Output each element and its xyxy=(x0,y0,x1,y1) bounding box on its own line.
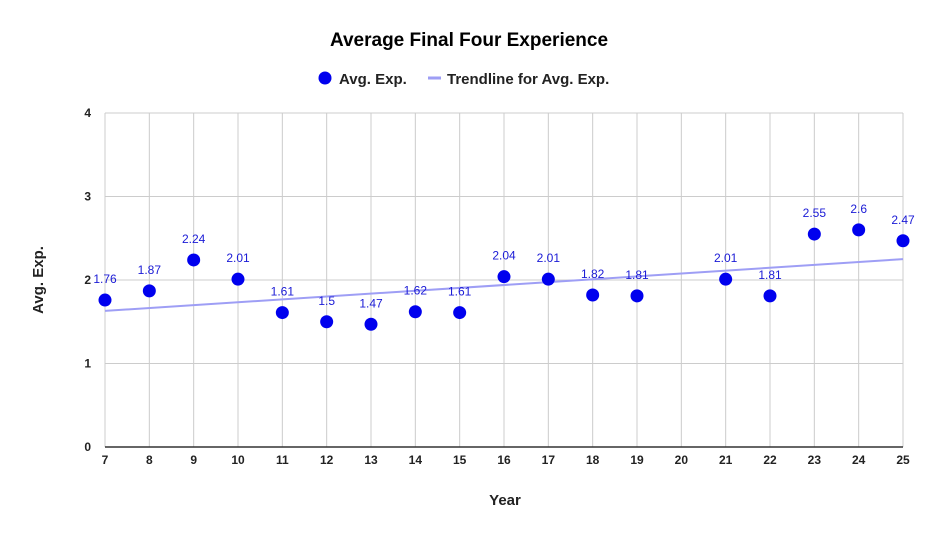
data-label-15: 1.61 xyxy=(448,285,472,299)
x-tick-label-24: 24 xyxy=(852,453,866,467)
y-tick-label-4: 4 xyxy=(84,106,91,120)
x-tick-label-18: 18 xyxy=(586,453,600,467)
data-label-17: 2.01 xyxy=(537,251,561,265)
trendline-group xyxy=(104,258,904,312)
data-point-14 xyxy=(408,305,422,319)
x-tick-label-13: 13 xyxy=(364,453,378,467)
data-point-18 xyxy=(586,288,600,302)
y-tick-label-3: 3 xyxy=(84,190,91,204)
legend-label-avg-exp: Avg. Exp. xyxy=(339,71,407,88)
x-tick-label-19: 19 xyxy=(630,453,644,467)
legend-marker-avg-exp xyxy=(318,71,332,85)
x-tick-label-12: 12 xyxy=(320,453,334,467)
data-point-8 xyxy=(142,284,156,298)
x-tick-label-20: 20 xyxy=(675,453,689,467)
data-label-14: 1.62 xyxy=(404,284,428,298)
x-tick-label-22: 22 xyxy=(763,453,777,467)
data-points xyxy=(98,223,910,331)
data-point-9 xyxy=(187,253,201,267)
data-point-24 xyxy=(852,223,866,237)
data-label-18: 1.82 xyxy=(581,267,605,281)
x-tick-label-15: 15 xyxy=(453,453,467,467)
data-labels: 1.76 1.87 2.24 2.01 1.61 1.5 1.47 1.62 1.61 2.04 2… xyxy=(93,202,915,310)
y-axis-title: Avg. Exp. xyxy=(30,246,47,314)
data-label-11: 1.61 xyxy=(271,285,295,299)
x-tick-label-7: 7 xyxy=(102,453,109,467)
data-point-16 xyxy=(497,270,511,284)
y-tick-label-0: 0 xyxy=(84,440,91,454)
data-label-23: 2.55 xyxy=(803,206,827,220)
data-label-9: 2.24 xyxy=(182,232,206,246)
x-tick-label-11: 11 xyxy=(276,453,289,467)
data-label-21: 2.01 xyxy=(714,251,738,265)
data-label-22: 1.81 xyxy=(758,268,782,282)
data-point-13 xyxy=(364,317,378,331)
data-point-10 xyxy=(231,272,245,286)
x-axis-title: Year xyxy=(489,492,521,509)
data-point-25 xyxy=(896,234,910,248)
data-label-16: 2.04 xyxy=(492,249,516,263)
chart-title: Average Final Four Experience xyxy=(330,30,608,51)
x-tick-label-10: 10 xyxy=(231,453,245,467)
x-tick-label-23: 23 xyxy=(808,453,822,467)
data-label-7: 1.76 xyxy=(93,272,117,286)
data-label-13: 1.47 xyxy=(359,296,383,310)
x-tick-label-25: 25 xyxy=(896,453,910,467)
data-label-19: 1.81 xyxy=(625,268,649,282)
y-tick-label-2: 2 xyxy=(84,273,91,287)
x-tick-label-17: 17 xyxy=(542,453,556,467)
trendline xyxy=(104,258,904,312)
x-tick-label-9: 9 xyxy=(190,453,197,467)
x-tick-label-21: 21 xyxy=(719,453,733,467)
x-tick-label-8: 8 xyxy=(146,453,153,467)
data-label-8: 1.87 xyxy=(138,263,162,277)
x-tick-label-16: 16 xyxy=(497,453,511,467)
data-point-11 xyxy=(275,306,289,320)
data-point-17 xyxy=(541,272,555,286)
x-tick-labels: 7 8 9 10 11 12 13 14 15 16 17 18 19 20 21 22 23 24 25 xyxy=(102,453,910,467)
x-tick-label-14: 14 xyxy=(409,453,423,467)
data-label-25: 2.47 xyxy=(891,213,915,227)
data-label-10: 2.01 xyxy=(226,251,250,265)
data-point-23 xyxy=(807,227,821,241)
y-tick-label-1: 1 xyxy=(84,357,91,371)
data-point-12 xyxy=(320,315,334,329)
data-point-19 xyxy=(630,289,644,303)
data-point-22 xyxy=(763,289,777,303)
data-point-7 xyxy=(98,293,112,307)
y-tick-labels: 0 1 2 3 4 xyxy=(84,106,91,454)
legend: Avg. Exp. Trendline for Avg. Exp. xyxy=(318,71,609,88)
data-label-24: 2.6 xyxy=(850,202,867,216)
data-point-15 xyxy=(453,306,467,320)
legend-label-trendline: Trendline for Avg. Exp. xyxy=(447,71,609,88)
data-label-12: 1.5 xyxy=(318,294,335,308)
data-point-21 xyxy=(719,272,733,286)
